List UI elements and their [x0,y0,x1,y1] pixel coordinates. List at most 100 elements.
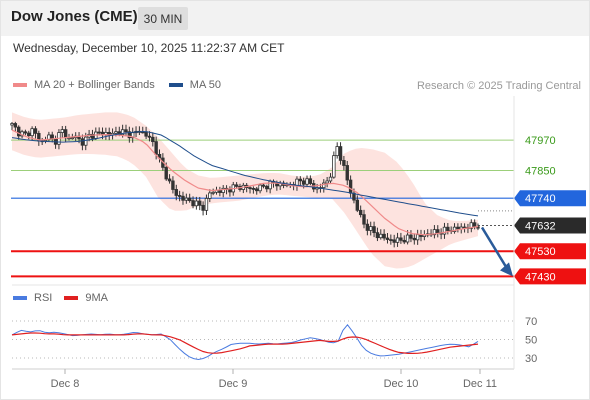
candle [191,196,195,209]
candle-body [127,131,132,139]
candle-body [372,226,376,234]
candle-body [308,178,313,184]
candle [221,185,225,198]
candle-body [335,146,339,157]
candle [399,232,403,244]
candle [80,134,85,151]
candle [171,176,175,194]
legend-label-ma50: MA 50 [189,79,221,91]
candle-body [422,234,427,237]
candle [194,196,199,210]
legend-label-rsi: RSI [34,292,53,304]
candle [208,189,212,203]
candle-body [258,184,262,192]
candle [328,173,333,185]
candle [335,142,339,159]
x-tick-label-2: Dec 10 [384,378,419,390]
candle [432,225,437,239]
candle [187,193,192,203]
candle [375,227,380,242]
candle-body [348,179,353,194]
candle [10,121,14,131]
candle [355,195,360,213]
candle-body [446,226,450,231]
candle-body [268,180,272,190]
candle-body [375,232,380,239]
candle-body [436,229,440,234]
candle-body [325,180,329,184]
candle-body [63,129,68,139]
price-tag-47430 [514,268,586,285]
main-legend: MA 20 + Bollinger Bands MA 50 [13,79,221,91]
candle-body [399,237,403,241]
candle [124,124,128,136]
timeframe-badge[interactable]: 30 MIN [138,7,188,30]
candle [174,184,178,201]
candle-body [248,187,252,190]
candle [409,230,413,243]
x-tick-label-0: Dec 8 [51,378,80,390]
candle-body [409,234,413,239]
candle [305,175,309,188]
candle-body [382,233,386,239]
candle-body [218,189,222,193]
candle-body [198,200,202,206]
candle-body [174,189,178,196]
candle-body [184,197,189,201]
candle-body [301,180,306,185]
candle [298,176,303,186]
candle [395,232,400,247]
price-label-47430: 47430 [525,271,556,283]
candle [436,225,440,238]
candle-body [395,237,400,243]
candle-body [151,136,155,143]
candle-body [13,123,18,128]
candle-body [228,188,232,193]
rsi-tick-30: 30 [525,353,537,365]
research-credit: Research © 2025 Trading Central [416,80,581,92]
candle [184,193,189,204]
candle [332,151,336,179]
price-tag-47632 [514,217,586,234]
candle [446,222,450,235]
candle-body [84,136,88,146]
rsi-line [11,323,479,361]
candle [265,184,269,193]
legend-swatch-bollinger [13,83,27,87]
candle [452,223,457,234]
candle-body [23,131,28,134]
candle [469,219,473,233]
candle [385,232,390,244]
candle-body [355,199,360,211]
candle-body [97,131,101,134]
candle [177,190,182,202]
rsi-ma9-line [11,332,479,354]
candle-body [204,198,209,211]
candle-body [345,165,349,181]
reference-lines [11,139,514,278]
candle [251,186,256,194]
bollinger-band-fill [12,112,478,269]
candle [345,160,349,186]
candle [201,201,205,216]
candle-body [90,133,95,139]
candle-body [405,234,410,243]
candle-body [442,226,447,235]
candle-body [187,197,192,202]
candle-body [328,176,333,182]
candle-body [144,131,148,137]
legend-label-bollinger: MA 20 + Bollinger Bands [34,79,155,91]
timestamp: Wednesday, December 10, 2025 11:22:37 AM… [13,41,285,55]
candle-body [412,237,417,241]
candle [442,222,447,239]
candle-body [389,239,393,241]
candle-body [120,129,125,136]
candle-body [298,178,303,182]
candle-body [305,178,309,185]
price-label-47740: 47740 [525,193,556,205]
candle [308,175,313,186]
candle [365,219,370,236]
candle-body [338,146,343,161]
candle-body [385,237,390,240]
